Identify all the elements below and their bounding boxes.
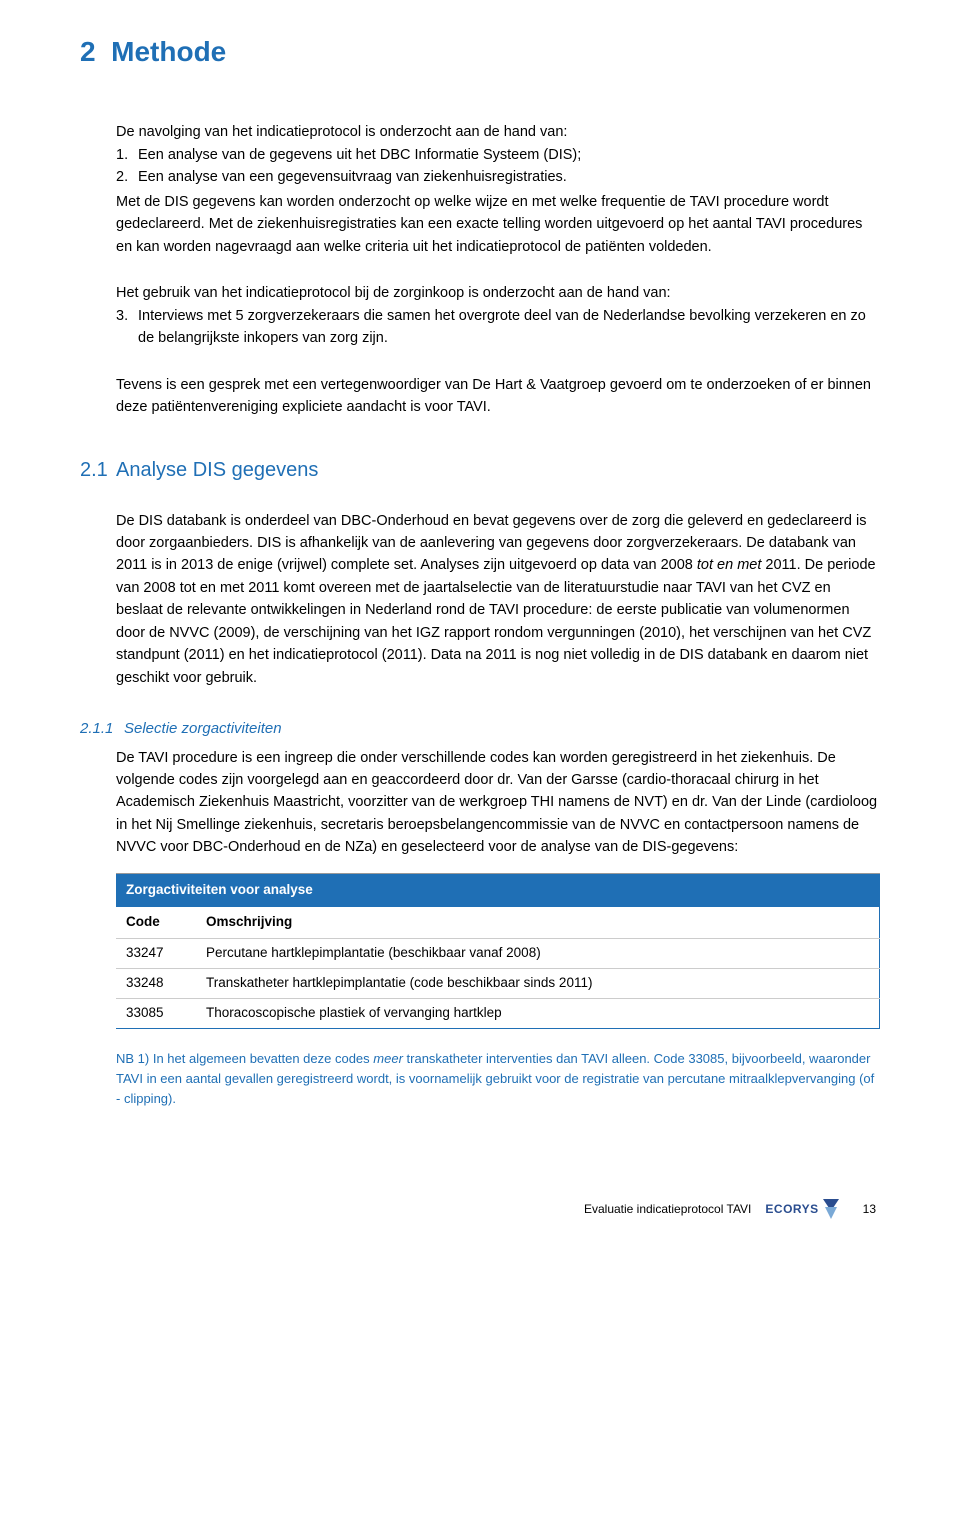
- logo-triangle-icon: [823, 1199, 839, 1219]
- s211-para: De TAVI procedure is een ingreep die ond…: [116, 747, 880, 859]
- use-para: Tevens is een gesprek met een vertegenwo…: [116, 374, 880, 419]
- page-number: 13: [863, 1200, 876, 1219]
- section-title: Analyse DIS gegevens: [116, 459, 318, 481]
- list-item: 3. Interviews met 5 zorgverzekeraars die…: [116, 305, 880, 350]
- italic-text: tot en met: [697, 557, 761, 573]
- list-item: 1. Een analyse van de gegevens uit het D…: [116, 144, 880, 166]
- footer-doc-title: Evaluatie indicatieprotocol TAVI: [584, 1200, 751, 1219]
- use-block: Het gebruik van het indicatieprotocol bi…: [116, 282, 880, 349]
- s21-body: De DIS databank is onderdeel van DBC-Ond…: [116, 510, 880, 690]
- table-row: 33248 Transkatheter hartklepimplantatie …: [116, 968, 880, 998]
- intro-list: 1. Een analyse van de gegevens uit het D…: [116, 144, 880, 189]
- list-text: Een analyse van de gegevens uit het DBC …: [138, 144, 581, 166]
- table-note: NB 1) In het algemeen bevatten deze code…: [116, 1049, 880, 1109]
- cell-code: 33247: [116, 938, 196, 968]
- title-number: 2: [80, 36, 96, 67]
- section-title: Selectie zorgactiviteiten: [124, 720, 282, 737]
- table-header: Zorgactiviteiten voor analyse: [116, 873, 880, 906]
- list-num: 2.: [116, 166, 138, 188]
- note-a: NB 1) In het algemeen bevatten deze code…: [116, 1051, 373, 1066]
- intro-block: De navolging van het indicatieprotocol i…: [116, 121, 880, 258]
- list-num: 3.: [116, 305, 138, 350]
- codes-table: Zorgactiviteiten voor analyse Code Omsch…: [116, 873, 880, 1029]
- col-code: Code: [116, 907, 196, 938]
- section-number: 2.1.1: [80, 717, 124, 740]
- use-lead: Het gebruik van het indicatieprotocol bi…: [116, 282, 880, 304]
- page-title: 2 Methode: [80, 30, 880, 73]
- use-list: 3. Interviews met 5 zorgverzekeraars die…: [116, 305, 880, 350]
- section-number: 2.1: [80, 455, 116, 486]
- title-text: Methode: [111, 36, 226, 67]
- cell-desc: Thoracoscopische plastiek of vervanging …: [196, 998, 880, 1028]
- cell-code: 33248: [116, 968, 196, 998]
- list-text: Interviews met 5 zorgverzekeraars die sa…: [138, 305, 880, 350]
- list-item: 2. Een analyse van een gegevensuitvraag …: [116, 166, 880, 188]
- ecorys-logo: ECORYS: [765, 1199, 838, 1219]
- page-footer: Evaluatie indicatieprotocol TAVI ECORYS …: [80, 1199, 880, 1219]
- table-row: 33247 Percutane hartklepimplantatie (bes…: [116, 938, 880, 968]
- logo-text: ECORYS: [765, 1200, 818, 1219]
- table-wrap: Zorgactiviteiten voor analyse Code Omsch…: [116, 873, 880, 1029]
- s211-body: De TAVI procedure is een ingreep die ond…: [116, 747, 880, 859]
- col-desc: Omschrijving: [196, 907, 880, 938]
- list-text: Een analyse van een gegevensuitvraag van…: [138, 166, 567, 188]
- section-2-1-heading: 2.1Analyse DIS gegevens: [80, 455, 880, 486]
- cell-code: 33085: [116, 998, 196, 1028]
- italic-text: meer: [373, 1051, 403, 1066]
- s21-para-b: 2011. De periode van 2008 tot en met 201…: [116, 557, 876, 685]
- s21-para: De DIS databank is onderdeel van DBC-Ond…: [116, 510, 880, 690]
- intro-lead: De navolging van het indicatieprotocol i…: [116, 121, 880, 143]
- section-2-1-1-heading: 2.1.1Selectie zorgactiviteiten: [80, 717, 880, 740]
- cell-desc: Percutane hartklepimplantatie (beschikba…: [196, 938, 880, 968]
- table-row: 33085 Thoracoscopische plastiek of verva…: [116, 998, 880, 1028]
- intro-para: Met de DIS gegevens kan worden onderzoch…: [116, 191, 880, 258]
- list-num: 1.: [116, 144, 138, 166]
- cell-desc: Transkatheter hartklepimplantatie (code …: [196, 968, 880, 998]
- use-para-block: Tevens is een gesprek met een vertegenwo…: [116, 374, 880, 419]
